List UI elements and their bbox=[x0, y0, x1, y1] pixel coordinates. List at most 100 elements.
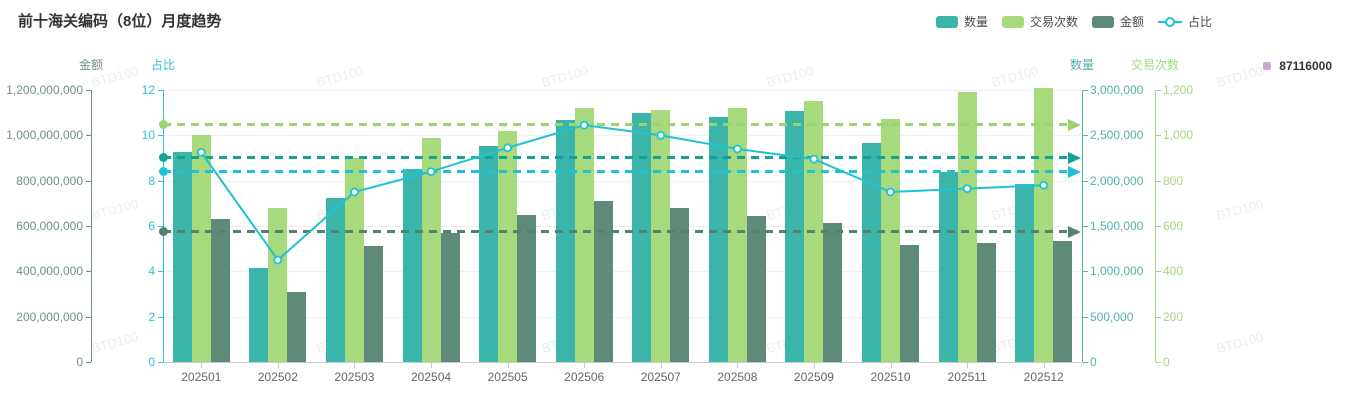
legend-line-ring bbox=[1164, 16, 1175, 27]
axis-name-quantity: 数量 bbox=[1069, 58, 1095, 72]
axis-tick-label-transactions: 1,000 bbox=[1163, 128, 1194, 143]
legend-swatch-icon-quantity bbox=[935, 15, 958, 28]
bar-transactions-202505[interactable] bbox=[498, 130, 518, 362]
ratio-line-series[interactable] bbox=[163, 90, 1082, 362]
x-axis-label: 202504 bbox=[411, 370, 452, 384]
ratio-point-202502[interactable] bbox=[273, 255, 283, 265]
ratio-point-202512[interactable] bbox=[1039, 180, 1049, 190]
ratio-point-202507[interactable] bbox=[656, 130, 666, 140]
x-axis-tick bbox=[660, 363, 662, 368]
bar-quantity-202508[interactable] bbox=[708, 117, 728, 362]
bar-amount-202512[interactable] bbox=[1053, 240, 1073, 362]
bar-transactions-202511[interactable] bbox=[957, 92, 977, 362]
bar-amount-202509[interactable] bbox=[823, 223, 843, 362]
axis-tick-label-transactions: 400 bbox=[1163, 264, 1184, 279]
gridline bbox=[163, 135, 1082, 137]
bar-amount-202510[interactable] bbox=[900, 245, 920, 362]
bar-quantity-202507[interactable] bbox=[632, 112, 652, 362]
bar-quantity-202506[interactable] bbox=[555, 119, 575, 362]
axis-tick-amount bbox=[86, 226, 91, 227]
bar-quantity-202501[interactable] bbox=[172, 151, 192, 362]
axis-tick-label-quantity: 2,000,000 bbox=[1090, 173, 1144, 188]
watermark-text: BTD100 bbox=[89, 329, 140, 356]
bar-transactions-202507[interactable] bbox=[651, 110, 671, 362]
bar-quantity-202504[interactable] bbox=[402, 168, 422, 362]
bar-quantity-202510[interactable] bbox=[862, 143, 882, 362]
x-axis-label: 202503 bbox=[334, 370, 375, 384]
ratio-point-202504[interactable] bbox=[426, 167, 436, 176]
watermark-text: BTD100 bbox=[1214, 63, 1265, 90]
axis-name-amount: 金额 bbox=[78, 58, 104, 72]
bar-amount-202501[interactable] bbox=[210, 218, 230, 362]
bar-transactions-202501[interactable] bbox=[191, 135, 211, 362]
gridline bbox=[163, 271, 1082, 273]
x-axis-label: 202508 bbox=[717, 370, 758, 384]
legend-item-transactions[interactable]: 交易次数 bbox=[1001, 13, 1078, 30]
watermark-text: BTD100 bbox=[989, 63, 1040, 90]
axis-tick-amount bbox=[86, 180, 91, 182]
x-axis-label: 202501 bbox=[181, 370, 222, 384]
legend-item-amount[interactable]: 金额 bbox=[1091, 13, 1144, 30]
bar-quantity-202502[interactable] bbox=[249, 267, 269, 362]
chart-title: 前十海关编码（8位）月度趋势 bbox=[18, 13, 222, 30]
bar-amount-202507[interactable] bbox=[670, 207, 690, 362]
axis-tick-amount bbox=[86, 271, 91, 273]
bar-quantity-202512[interactable] bbox=[1015, 184, 1035, 362]
x-axis-label: 202511 bbox=[947, 370, 987, 384]
markline-ratio-start-dot bbox=[158, 167, 168, 177]
markline-amount-start-dot bbox=[158, 227, 168, 237]
ratio-point-202509[interactable] bbox=[809, 154, 819, 164]
bar-quantity-202509[interactable] bbox=[785, 110, 805, 362]
ratio-point-202503[interactable] bbox=[350, 187, 359, 197]
bar-amount-202508[interactable] bbox=[746, 216, 766, 362]
bar-transactions-202504[interactable] bbox=[421, 137, 441, 362]
x-axis-tick bbox=[584, 363, 586, 368]
bar-transactions-202510[interactable] bbox=[881, 119, 901, 362]
bar-transactions-202503[interactable] bbox=[344, 158, 364, 362]
bar-amount-202505[interactable] bbox=[517, 214, 537, 362]
ratio-point-202511[interactable] bbox=[962, 184, 972, 193]
axis-tick-amount bbox=[86, 316, 91, 318]
axis-tick-label-ratio: 10 bbox=[141, 128, 155, 143]
watermark-text: BTD100 bbox=[1214, 329, 1265, 356]
axis-tick-ratio bbox=[158, 180, 163, 182]
markline-quantity-average bbox=[163, 156, 1068, 160]
axis-tick-label-quantity: 500,000 bbox=[1090, 309, 1134, 324]
x-axis-tick bbox=[201, 363, 203, 368]
bar-transactions-202502[interactable] bbox=[268, 207, 288, 362]
ratio-point-202510[interactable] bbox=[886, 187, 895, 197]
ratio-point-202505[interactable] bbox=[503, 143, 513, 153]
bar-quantity-202511[interactable] bbox=[938, 171, 958, 362]
axis-tick-quantity bbox=[1083, 226, 1088, 227]
axis-name-transactions: 交易次数 bbox=[1130, 58, 1180, 72]
x-axis-tick bbox=[890, 363, 892, 368]
series-legend-87116000[interactable]: 87116000 bbox=[1263, 59, 1332, 73]
axis-line-ratio bbox=[163, 90, 164, 362]
watermark-text: BTD100 bbox=[89, 196, 140, 223]
ratio-point-202506[interactable] bbox=[579, 120, 589, 130]
bar-quantity-202505[interactable] bbox=[479, 146, 499, 362]
axis-tick-label-transactions: 1,200 bbox=[1163, 83, 1194, 97]
axis-tick-transactions bbox=[1156, 316, 1161, 318]
bar-amount-202506[interactable] bbox=[593, 200, 613, 362]
axis-line-quantity bbox=[1082, 90, 1083, 362]
axis-tick-transactions bbox=[1156, 135, 1161, 137]
bar-quantity-202503[interactable] bbox=[325, 197, 345, 362]
x-axis-tick bbox=[737, 363, 739, 368]
bar-amount-202502[interactable] bbox=[287, 292, 307, 362]
legend-item-ratio[interactable]: 占比 bbox=[1157, 13, 1212, 30]
watermark-text: BTD100 bbox=[1214, 196, 1265, 223]
axis-tick-label-transactions: 200 bbox=[1163, 309, 1184, 324]
axis-tick-label-quantity: 2,500,000 bbox=[1090, 128, 1144, 143]
ratio-point-202508[interactable] bbox=[732, 144, 742, 154]
legend-item-quantity[interactable]: 数量 bbox=[935, 13, 988, 30]
markline-transactions-start-dot bbox=[158, 120, 168, 130]
bar-amount-202503[interactable] bbox=[363, 245, 383, 362]
bar-amount-202504[interactable] bbox=[440, 232, 460, 362]
watermark-text: BTD100 bbox=[764, 63, 815, 90]
axis-tick-label-amount: 1,200,000,000 bbox=[6, 83, 83, 97]
axis-tick-label-amount: 800,000,000 bbox=[16, 173, 83, 188]
ratio-point-202501[interactable] bbox=[196, 147, 206, 157]
bar-amount-202511[interactable] bbox=[976, 242, 996, 362]
